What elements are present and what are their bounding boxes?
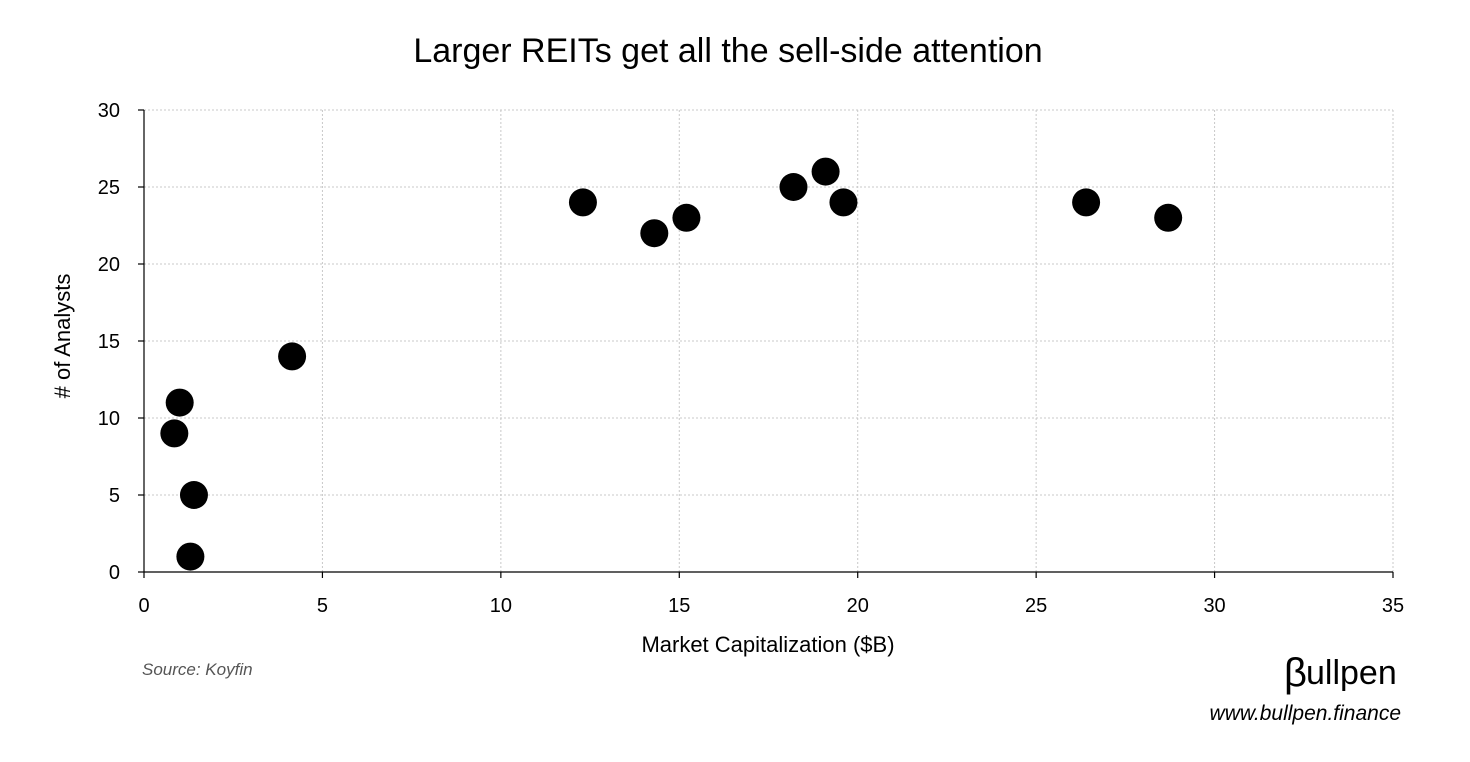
tick-labels: 0 5 10 15 20 25 30 0 5 10 15 20 25 30 35 [98, 100, 1404, 617]
grid-lines [144, 109, 1394, 572]
x-tick-label: 20 [847, 595, 869, 617]
data-point [779, 173, 808, 201]
data-point [568, 188, 597, 217]
data-point [179, 481, 208, 509]
x-tick-label: 5 [317, 595, 328, 617]
data-point [176, 542, 205, 571]
data-points [160, 157, 1183, 571]
y-axis-title: # of Analysts [50, 274, 75, 399]
y-tick-label: 10 [98, 408, 120, 430]
data-point [1154, 203, 1183, 232]
y-tick-label: 25 [98, 177, 120, 199]
x-tick-label: 10 [490, 595, 512, 617]
data-point [278, 342, 307, 371]
data-point [811, 157, 840, 186]
axes [138, 109, 1394, 578]
y-tick-label: 0 [109, 562, 120, 584]
x-tick-label: 35 [1382, 595, 1404, 617]
x-tick-label: 25 [1025, 595, 1047, 617]
y-tick-label: 5 [109, 485, 120, 507]
bullpen-logo: β ullpen [1284, 651, 1397, 695]
x-tick-label: 30 [1203, 595, 1225, 617]
data-point [640, 219, 669, 248]
x-axis-title: Market Capitalization ($B) [641, 632, 894, 657]
brand-url: www.bullpen.finance [1210, 702, 1401, 725]
chart-title: Larger REITs get all the sell-side atten… [413, 32, 1042, 70]
data-point [829, 188, 858, 217]
brand-name: ullpen [1306, 654, 1397, 692]
y-tick-label: 20 [98, 254, 120, 276]
data-point [165, 388, 194, 417]
data-point [672, 203, 701, 232]
x-tick-label: 0 [138, 595, 149, 617]
data-point [1072, 188, 1101, 217]
source-note: Source: Koyfin [142, 660, 253, 679]
x-tick-label: 15 [668, 595, 690, 617]
y-tick-label: 30 [98, 100, 120, 122]
brand-beta-symbol: β [1284, 651, 1307, 695]
y-tick-label: 15 [98, 331, 120, 353]
data-point [160, 419, 189, 448]
